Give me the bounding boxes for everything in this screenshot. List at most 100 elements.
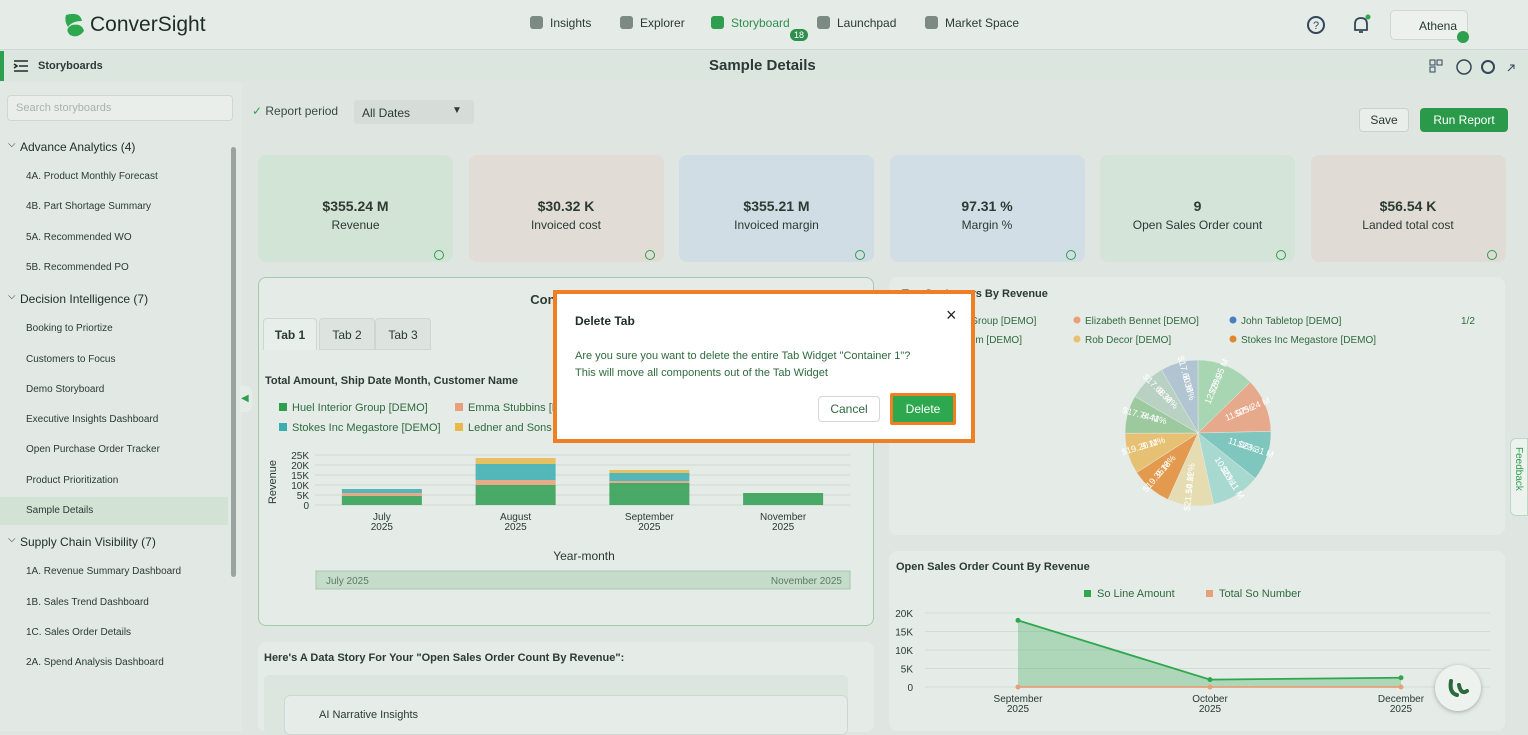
close-button[interactable]: × [946,305,957,326]
legend-page: 1/2 [1461,316,1475,327]
kpi-label: Invoiced margin [679,218,874,232]
kpi-value: $30.32 K [469,198,664,214]
y-tick-label: 25K [291,451,309,462]
y-tick-label: 20K [291,461,309,472]
bar-segment [743,493,823,505]
kpi-label: Open Sales Order count [1100,218,1295,232]
x-tick-label: 2025 [505,522,528,533]
bar-segment [342,489,422,493]
kpi-label: Landed total cost [1311,218,1506,232]
point [1016,684,1021,689]
legend-dot [1074,336,1081,343]
x-tick-label: 2025 [1390,704,1413,715]
chart-title: Open Sales Order Count By Revenue [896,561,1090,573]
info-icon[interactable] [1487,250,1497,260]
x-tick-label: 2025 [371,522,394,533]
assistant-icon [1435,665,1481,711]
y-tick-label: 5K [901,665,914,676]
bar-segment [476,480,556,485]
bar-segment [609,470,689,473]
assistant-button[interactable] [1435,665,1481,711]
collapse-handle[interactable]: ◀ [240,386,252,412]
x-tick-label: 2025 [772,522,795,533]
kpi-value: 97.31 % [890,198,1085,214]
bar-segment [476,464,556,480]
kpi-card: 9 Open Sales Order count [1100,155,1295,262]
kpi-label: Revenue [258,218,453,232]
modal-title: Delete Tab [575,314,635,328]
bar-segment [609,473,689,481]
bar-segment [342,493,422,496]
x-tick-label: 2025 [1007,704,1030,715]
bar-segment [609,483,689,505]
range-start: July 2025 [326,576,369,587]
point [1208,677,1213,682]
kpi-card: $30.32 K Invoiced cost [469,155,664,262]
modal-line: Are you sure you want to delete the enti… [575,350,910,362]
y-tick-label: 5K [297,491,310,502]
area [1018,620,1401,687]
feedback-tab[interactable]: Feedback [1510,438,1528,516]
point [1016,618,1021,623]
kpi-label: Invoiced cost [469,218,664,232]
point [1399,684,1404,689]
legend-label: Stokes Inc Megastore [DEMO] [1241,335,1376,346]
legend-swatch [1084,590,1091,597]
kpi-card: $355.24 M Revenue [258,155,453,262]
cancel-button[interactable]: Cancel [818,396,880,422]
info-icon[interactable] [645,250,655,260]
y-tick-label: 0 [303,501,309,512]
kpi-value: 9 [1100,198,1295,214]
legend-label: So Line Amount [1097,588,1175,600]
legend-label: Huel Interior Group [DEMO] [292,402,428,414]
legend-dot [1074,317,1081,324]
legend-swatch [455,423,463,431]
legend-label: Stokes Inc Megastore [DEMO] [292,422,441,434]
info-icon[interactable] [434,250,444,260]
legend-swatch [1206,590,1213,597]
kpi-value: $56.54 K [1311,198,1506,214]
bar-segment [476,458,556,464]
legend-swatch [279,423,287,431]
info-icon[interactable] [1066,250,1076,260]
legend-dot [1230,317,1237,324]
kpi-value: $355.24 M [258,198,453,214]
info-icon[interactable] [1276,250,1286,260]
chart-title: Total Amount, Ship Date Month, Customer … [265,375,518,387]
bar-segment [476,485,556,505]
range-end: November 2025 [771,576,843,587]
y-tick-label: 10K [291,481,309,492]
y-tick-label: 10K [895,646,913,657]
y-tick-label: 0 [907,683,913,694]
y-axis-label: Revenue [267,460,279,504]
kpi-label: Margin % [890,218,1085,232]
delete-modal: Delete Tab × Are you sure you want to de… [553,290,975,443]
point [1399,675,1404,680]
legend-swatch [279,403,287,411]
kpi-card: $355.21 M Invoiced margin [679,155,874,262]
legend-label: Total So Number [1219,588,1301,600]
info-icon[interactable] [855,250,865,260]
y-tick-label: 15K [895,628,913,639]
kpi-value: $355.21 M [679,198,874,214]
x-tick-label: 2025 [638,522,661,533]
kpi-card: $56.54 K Landed total cost [1311,155,1506,262]
legend-label: John Tabletop [DEMO] [1241,316,1342,327]
y-tick-label: 20K [895,609,913,620]
legend-dot [1230,336,1237,343]
legend-label: Elizabeth Bennet [DEMO] [1085,316,1199,327]
legend-label: m [DEMO] [975,335,1022,346]
x-axis-label: Year-month [553,549,615,563]
bar-segment [342,496,422,505]
kpi-card: 97.31 % Margin % [890,155,1085,262]
modal-line: This will move all components out of the… [575,367,828,379]
legend-label: Rob Decor [DEMO] [1085,335,1171,346]
delete-button[interactable]: Delete [890,393,956,425]
x-tick-label: 2025 [1199,704,1222,715]
bar-segment [609,481,689,483]
feedback-label: Feedback [1513,447,1524,491]
y-tick-label: 15K [291,471,309,482]
legend-swatch [455,403,463,411]
point [1208,684,1213,689]
